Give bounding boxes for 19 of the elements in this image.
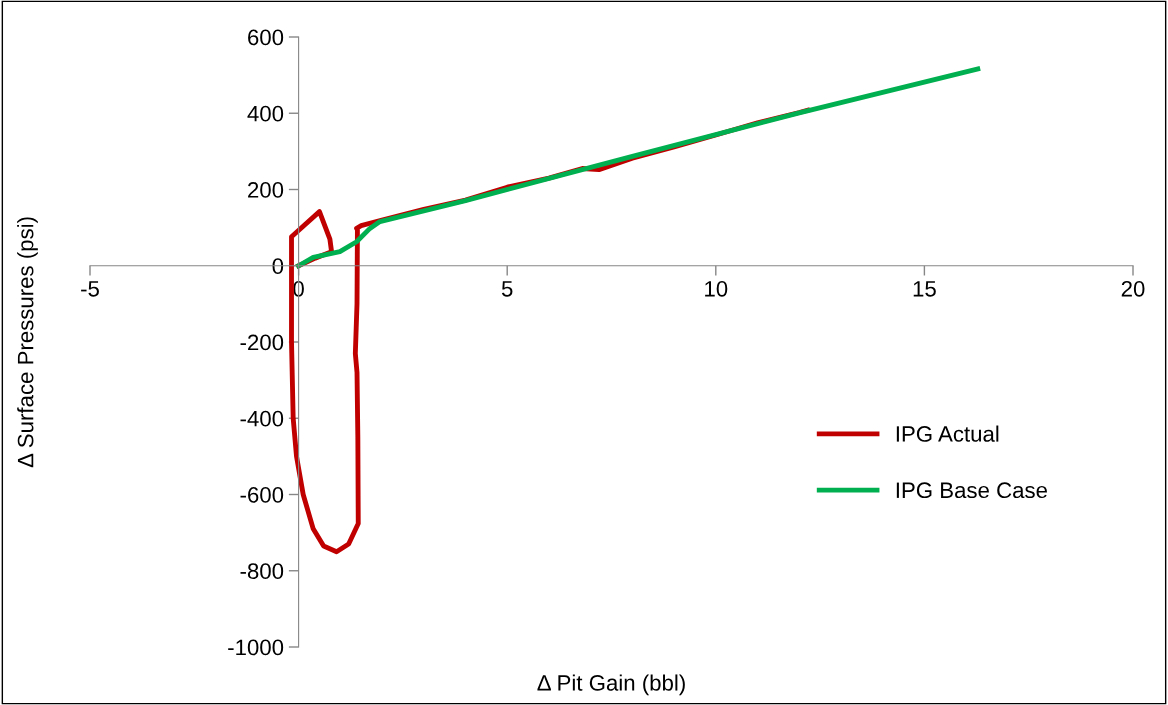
- legend-label: IPG Actual: [896, 425, 999, 442]
- y-tick-label: -200: [240, 334, 284, 351]
- x-tick-label: 20: [1121, 280, 1145, 297]
- y-tick-label: 0: [272, 258, 284, 275]
- y-tick-label: -1000: [228, 639, 284, 656]
- x-tick-label: 10: [705, 280, 728, 297]
- x-tick-label: -5: [81, 281, 99, 297]
- y-tick-label: 200: [248, 182, 284, 198]
- x-axis-title: Δ Pit Gain (bbl): [537, 674, 685, 696]
- y-axis-title: Δ Surface Pressures (psi): [17, 217, 38, 468]
- x-tick-label: 5: [501, 281, 513, 297]
- y-tick-label: -800: [240, 563, 284, 580]
- y-tick-label: -600: [240, 487, 284, 503]
- y-tick-label: -400: [240, 410, 284, 427]
- y-tick-label: 400: [247, 105, 284, 122]
- y-tick-label: 600: [248, 29, 284, 46]
- x-tick-label: 15: [913, 281, 936, 297]
- legend-label: IPG Base Case: [896, 482, 1047, 499]
- line-series: [296, 66, 981, 269]
